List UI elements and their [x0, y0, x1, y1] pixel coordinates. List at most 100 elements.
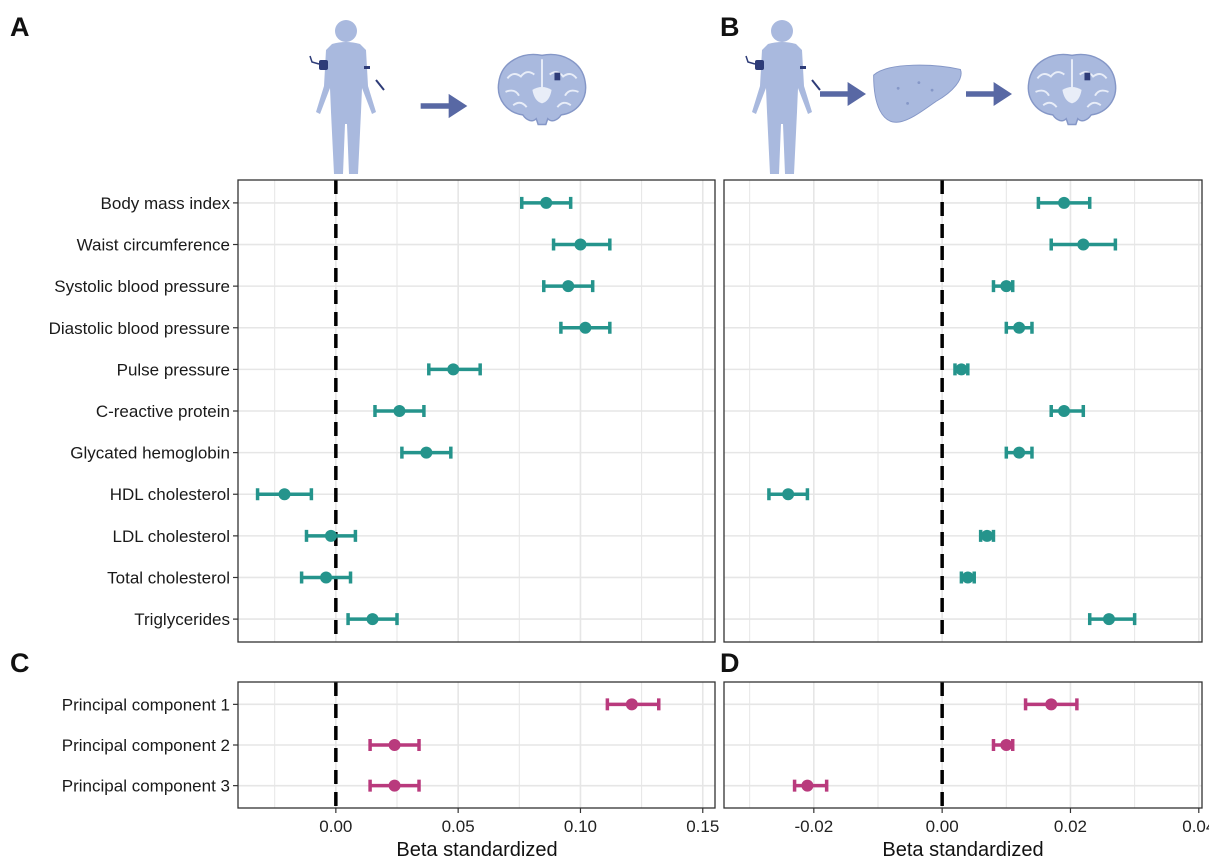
arrow-icon — [966, 82, 1012, 106]
human-body-icon — [745, 19, 821, 175]
estimate-row — [373, 405, 426, 417]
estimate-row — [427, 363, 482, 376]
point-estimate — [1102, 613, 1115, 626]
category-label: Principal component 3 — [62, 777, 230, 796]
estimate-row — [1087, 613, 1137, 626]
category-label: Systolic blood pressure — [54, 277, 230, 296]
estimate-row — [368, 779, 421, 792]
estimate-row — [1004, 446, 1034, 459]
x-tick-label: -0.02 — [794, 817, 833, 836]
estimate-row — [542, 280, 595, 293]
estimate-row — [551, 238, 612, 251]
estimate-row — [520, 196, 573, 209]
point-estimate — [1013, 321, 1026, 334]
x-tick-label: 0.15 — [686, 817, 719, 836]
point-estimate — [961, 571, 974, 584]
category-label: Principal component 1 — [62, 695, 230, 714]
estimate-row — [978, 529, 996, 542]
category-label: HDL cholesterol — [110, 485, 230, 504]
category-label: Principal component 2 — [62, 736, 230, 755]
point-estimate — [1045, 698, 1058, 711]
estimate-row — [346, 613, 399, 626]
estimate-row — [1023, 698, 1079, 711]
human-body-icon — [309, 19, 385, 175]
plot-frame — [723, 179, 1203, 643]
estimate-row — [255, 488, 314, 501]
estimate-row — [1049, 405, 1086, 417]
plot-frame — [237, 681, 716, 809]
point-estimate — [393, 405, 406, 417]
estimate-row — [605, 698, 661, 711]
brain-icon — [1027, 53, 1117, 126]
estimate-row — [299, 571, 353, 584]
liver-icon — [873, 64, 962, 123]
estimate-row — [559, 321, 612, 334]
category-label: Total cholesterol — [107, 568, 230, 587]
x-axis-title-left: Beta standardized — [396, 839, 557, 861]
category-label: Triglycerides — [134, 610, 230, 629]
x-tick-label: 0.04 — [1182, 817, 1209, 836]
point-estimate — [388, 739, 401, 751]
point-estimate — [1058, 405, 1071, 417]
category-label: Waist circumference — [77, 236, 230, 255]
point-estimate — [579, 321, 592, 334]
point-estimate — [540, 196, 553, 209]
plot-frame — [237, 179, 716, 643]
point-estimate — [981, 529, 994, 542]
point-estimate — [324, 529, 337, 542]
point-estimate — [955, 363, 968, 376]
estimate-row — [959, 571, 976, 584]
category-label: Glycated hemoglobin — [70, 444, 230, 463]
brain-icon — [497, 53, 587, 126]
point-estimate — [1077, 238, 1090, 251]
estimate-row — [767, 488, 810, 501]
panel-d: -0.02 0.00 0.02 0.04 — [723, 681, 1209, 836]
panel-letter-a: A — [10, 12, 30, 42]
category-label: Body mass index — [101, 194, 231, 213]
point-estimate — [1000, 280, 1013, 293]
estimate-row — [1049, 238, 1118, 251]
panel-b — [723, 179, 1203, 643]
x-axis-title-right: Beta standardized — [882, 839, 1043, 861]
x-tick-label: 0.00 — [926, 817, 959, 836]
point-estimate — [574, 238, 587, 251]
point-estimate — [320, 571, 333, 584]
point-estimate — [1000, 739, 1013, 751]
estimate-row — [368, 739, 421, 751]
point-estimate — [447, 363, 460, 376]
estimate-row — [400, 446, 453, 459]
panel-c: Principal component 1 Principal component… — [62, 681, 719, 836]
panel-letter-c: C — [10, 648, 30, 678]
category-label: Pulse pressure — [117, 360, 230, 379]
point-estimate — [562, 280, 575, 293]
point-estimate — [1058, 196, 1071, 209]
point-estimate — [1013, 446, 1026, 459]
point-estimate — [420, 446, 433, 459]
estimate-row — [792, 779, 829, 792]
estimate-row — [991, 280, 1015, 293]
arrow-icon — [420, 93, 468, 119]
point-estimate — [366, 613, 379, 626]
panel-letter-d: D — [720, 648, 740, 678]
point-estimate — [801, 779, 814, 792]
estimate-row — [953, 363, 970, 376]
x-tick-label: 0.05 — [442, 817, 475, 836]
category-label: LDL cholesterol — [113, 527, 231, 546]
panel-a: Body mass index Waist circumference Systol… — [49, 179, 716, 643]
plot-frame — [723, 681, 1203, 809]
x-tick-label: 0.00 — [319, 817, 352, 836]
estimate-row — [1004, 321, 1034, 334]
estimate-row — [1036, 196, 1092, 209]
point-estimate — [388, 779, 401, 792]
point-estimate — [278, 488, 291, 501]
x-tick-label: 0.02 — [1054, 817, 1087, 836]
estimate-row — [304, 529, 358, 542]
category-label: Diastolic blood pressure — [49, 319, 230, 338]
arrow-icon — [820, 82, 866, 106]
category-label: C-reactive protein — [96, 402, 230, 421]
point-estimate — [625, 698, 638, 711]
panel-letter-b: B — [720, 12, 740, 42]
estimate-row — [991, 739, 1015, 751]
point-estimate — [782, 488, 795, 501]
